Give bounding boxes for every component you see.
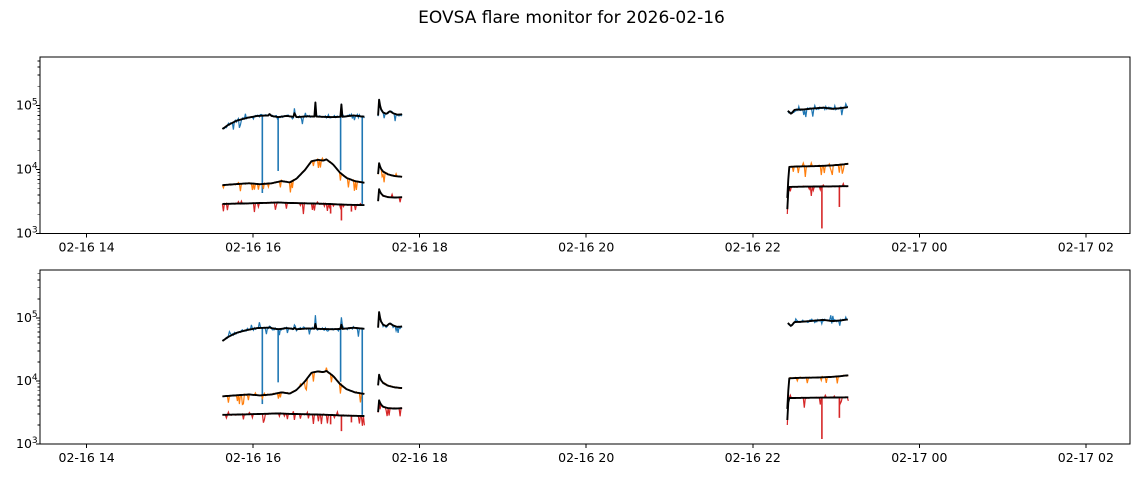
- chart-title: EOVSA flare monitor for 2026-02-16: [418, 8, 725, 28]
- panel-top-low-band-smoothed-trace: [222, 201, 365, 207]
- panel-top-y-tick-label: 104: [16, 162, 38, 177]
- panel-top-axes-frame: [39, 56, 1131, 234]
- panel-bottom-x-tick-label: 02-16 16: [225, 450, 281, 465]
- panel-top-x-tick-label: 02-16 14: [59, 240, 115, 255]
- panel-top-x-tick-label: 02-16 22: [725, 240, 781, 255]
- panel-bottom-high-band-smoothed-trace: [377, 311, 403, 328]
- panel-bottom-x-tick-label: 02-16 20: [558, 450, 614, 465]
- panel-bottom-mid-band-smoothed-trace: [222, 370, 365, 398]
- panel-bottom-x-tick-label: 02-17 02: [1058, 450, 1114, 465]
- panel-bottom-high-band-smoothed-trace: [221, 322, 365, 342]
- panel-top-low-band-smoothed-trace: [377, 188, 403, 202]
- panel-top-y-tick-label: 103: [16, 226, 38, 241]
- panel-top-mid-band-smoothed-trace: [377, 162, 403, 178]
- panel-bottom-x-tick-label: 02-17 00: [891, 450, 947, 465]
- panel-top-x-tick-label: 02-16 20: [558, 240, 614, 255]
- panel-bottom-low-band-smoothed-trace: [786, 396, 849, 421]
- panel-top-x-tick-label: 02-17 02: [1058, 240, 1114, 255]
- panel-top-x-tick-label: 02-17 00: [891, 240, 947, 255]
- panel-top-low-band-raw-trace: [377, 188, 403, 203]
- panel-bottom-x-tick-label: 02-16 22: [725, 450, 781, 465]
- panel-top-y-tick-label: 105: [16, 98, 38, 113]
- panel-bottom-low-band-smoothed-trace: [222, 412, 365, 417]
- panel-top-x-tick-label: 02-16 18: [392, 240, 448, 255]
- panel-bottom-low-band-smoothed-trace: [377, 399, 403, 413]
- panel-bottom-high-band-smoothed-trace: [787, 318, 848, 327]
- panel-top-mid-band-smoothed-trace: [222, 158, 365, 187]
- panel-top-high-band-smoothed-trace: [377, 98, 403, 116]
- panel-bottom-x-tick-label: 02-16 14: [59, 450, 115, 465]
- panel-bottom-x-tick-label: 02-16 18: [392, 450, 448, 465]
- panel-top-low-band-smoothed-trace: [786, 185, 849, 210]
- panel-top-mid-band-raw-trace: [377, 162, 403, 183]
- panel-bottom-axes-frame: [39, 269, 1131, 445]
- panel-top-high-band-smoothed-trace: [787, 106, 848, 115]
- panel-bottom-mid-band-smoothed-trace: [377, 373, 403, 390]
- panel-bottom-y-tick-label: 105: [16, 310, 38, 325]
- panel-top-x-tick-label: 02-16 16: [225, 240, 281, 255]
- panel-bottom-y-tick-label: 104: [16, 373, 38, 388]
- panel-top-mid-band-smoothed-trace: [786, 162, 849, 198]
- panel-bottom-mid-band-smoothed-trace: [786, 374, 849, 409]
- panel-top-high-band-smoothed-trace: [221, 101, 365, 130]
- panel-bottom-y-tick-label: 103: [16, 436, 38, 451]
